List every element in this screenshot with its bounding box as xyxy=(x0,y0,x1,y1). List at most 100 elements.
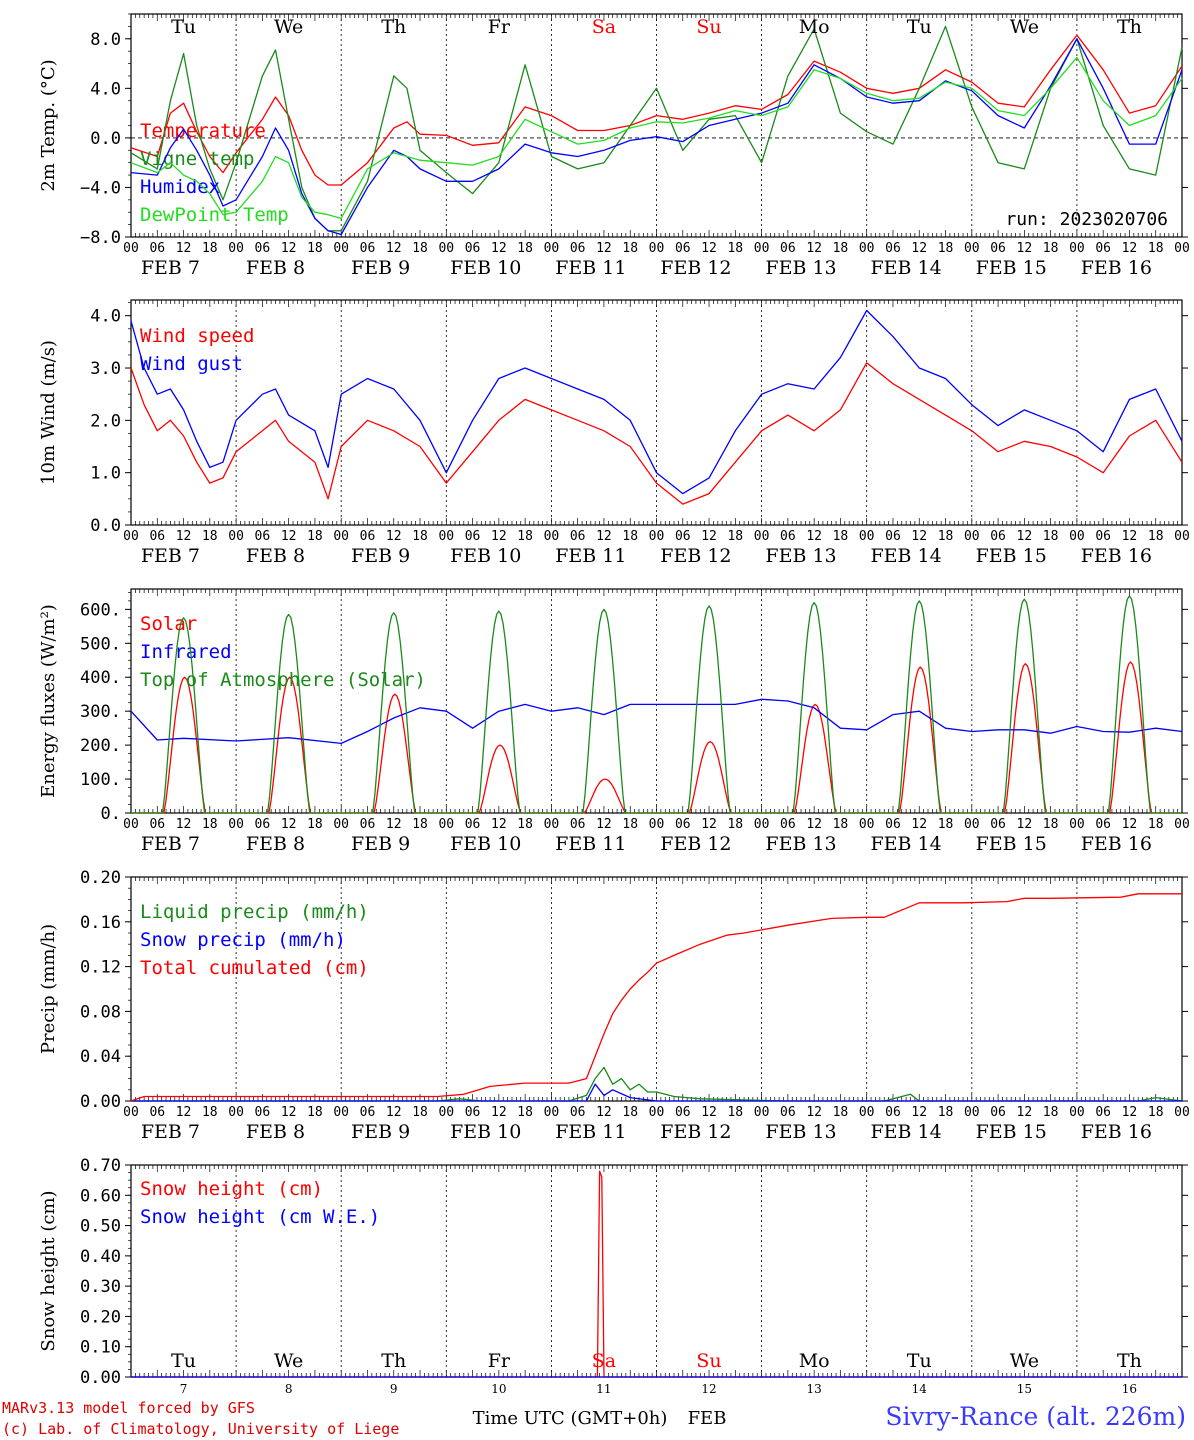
hour-tick-label: 18 xyxy=(517,1105,533,1120)
hour-tick-label: 18 xyxy=(1148,817,1164,832)
hour-tick-label: 18 xyxy=(622,529,638,544)
hour-tick-label: 12 xyxy=(386,241,402,256)
hour-tick-label: 12 xyxy=(701,241,717,256)
hour-tick-label: 18 xyxy=(833,241,849,256)
date-label: FEB 15 xyxy=(976,545,1047,567)
y-tick-label: 4.0 xyxy=(90,307,121,327)
hour-tick-label: 12 xyxy=(1017,1105,1033,1120)
day-number-label: 13 xyxy=(807,1382,822,1396)
y-tick-label: 0.40 xyxy=(80,1247,121,1267)
series-line-top-of-atmosphere-solar- xyxy=(131,595,1182,814)
legend-entry: Snow height (cm W.E.) xyxy=(140,1206,380,1228)
hour-tick-label: 18 xyxy=(727,817,743,832)
hour-tick-label: 12 xyxy=(491,241,507,256)
hour-tick-label: 06 xyxy=(360,529,376,544)
day-number-label: 11 xyxy=(596,1382,611,1396)
credit-lab: (c) Lab. of Climatology, University of L… xyxy=(2,1420,400,1438)
date-label: FEB 15 xyxy=(976,833,1047,855)
hour-tick-label: 06 xyxy=(675,1105,691,1120)
legend-entry: Top of Atmosphere (Solar) xyxy=(140,669,426,691)
y-tick-label: 100. xyxy=(80,770,121,790)
y-tick-label: 0.16 xyxy=(80,913,121,933)
hour-tick-label: 06 xyxy=(780,529,796,544)
hour-tick-label: 00 xyxy=(544,1105,560,1120)
date-label: FEB 8 xyxy=(246,1121,305,1143)
date-label: FEB 10 xyxy=(450,257,521,279)
y-tick-label: 0.70 xyxy=(80,1156,121,1176)
day-of-week-label: Tu xyxy=(171,16,196,38)
hour-tick-label: 12 xyxy=(701,529,717,544)
hour-tick-label: 12 xyxy=(1017,529,1033,544)
day-of-week-label: Tu xyxy=(171,1350,196,1372)
series-line-humidex xyxy=(130,38,1183,236)
day-of-week-label: Fr xyxy=(488,1350,511,1372)
date-label: FEB 12 xyxy=(660,1121,731,1143)
hour-tick-label: 06 xyxy=(1095,1105,1111,1120)
hour-tick-label: 06 xyxy=(990,1105,1006,1120)
hour-tick-label: 00 xyxy=(228,241,244,256)
hour-tick-label: 06 xyxy=(675,241,691,256)
hour-tick-label: 00 xyxy=(649,529,665,544)
date-label: FEB 12 xyxy=(660,545,731,567)
date-label: FEB 7 xyxy=(141,257,200,279)
y-tick-label: 4.0 xyxy=(90,79,121,99)
hour-tick-label: 18 xyxy=(1148,1105,1164,1120)
hour-tick-label: 12 xyxy=(1017,817,1033,832)
credit-model: MARv3.13 model forced by GFS xyxy=(2,1399,255,1417)
hour-tick-label: 00 xyxy=(859,817,875,832)
hour-tick-label: 06 xyxy=(360,817,376,832)
hour-tick-label: 06 xyxy=(1095,241,1111,256)
hour-tick-label: 00 xyxy=(438,817,454,832)
date-label: FEB 8 xyxy=(246,545,305,567)
hour-tick-label: 06 xyxy=(675,817,691,832)
hour-tick-label: 12 xyxy=(806,1105,822,1120)
hour-tick-label: 18 xyxy=(412,241,428,256)
date-label: FEB 10 xyxy=(450,833,521,855)
day-of-week-label: Th xyxy=(1117,16,1142,38)
hour-tick-label: 00 xyxy=(544,241,560,256)
legend-entry: Infrared xyxy=(140,641,232,663)
hour-tick-label: 00 xyxy=(754,1105,770,1120)
hour-tick-label: 12 xyxy=(281,241,297,256)
hour-tick-label: 12 xyxy=(491,1105,507,1120)
date-label: FEB 11 xyxy=(555,545,626,567)
date-label: FEB 16 xyxy=(1081,257,1152,279)
hour-tick-label: 00 xyxy=(859,1105,875,1120)
hour-tick-label: 18 xyxy=(727,1105,743,1120)
y-axis-title: 10m Wind (m/s) xyxy=(38,340,59,485)
date-label: FEB 16 xyxy=(1081,833,1152,855)
hour-tick-label: 12 xyxy=(176,817,192,832)
day-of-week-label: Tu xyxy=(907,16,932,38)
date-label: FEB 13 xyxy=(765,833,836,855)
day-of-week-label: Fr xyxy=(488,16,511,38)
hour-tick-label: 12 xyxy=(386,1105,402,1120)
hour-tick-label: 00 xyxy=(228,817,244,832)
hour-tick-label: 12 xyxy=(806,241,822,256)
date-label: FEB 13 xyxy=(765,1121,836,1143)
hour-tick-label: 00 xyxy=(1069,529,1085,544)
day-of-week-label: Su xyxy=(696,1350,721,1372)
hour-tick-label: 12 xyxy=(911,1105,927,1120)
y-tick-label: 0.00 xyxy=(80,1092,121,1112)
hour-tick-label: 18 xyxy=(202,1105,218,1120)
date-label: FEB 11 xyxy=(555,1121,626,1143)
hour-tick-label: 18 xyxy=(622,1105,638,1120)
hour-tick-label: 12 xyxy=(386,529,402,544)
hour-tick-label: 18 xyxy=(938,241,954,256)
hour-tick-label: 12 xyxy=(911,529,927,544)
hour-tick-label: 06 xyxy=(149,817,165,832)
hour-tick-label: 06 xyxy=(255,817,271,832)
date-label: FEB 12 xyxy=(660,257,731,279)
hour-tick-label: 12 xyxy=(491,529,507,544)
y-tick-label: 600. xyxy=(80,600,121,620)
hour-tick-label: 12 xyxy=(596,241,612,256)
y-tick-label: 300. xyxy=(80,702,121,722)
hour-tick-label: 06 xyxy=(465,817,481,832)
hour-tick-label: 06 xyxy=(255,241,271,256)
date-label: FEB 8 xyxy=(246,257,305,279)
y-tick-label: 0.12 xyxy=(80,958,121,978)
date-label: FEB 15 xyxy=(976,257,1047,279)
y-tick-label: 1.0 xyxy=(90,464,121,484)
hour-tick-label: 18 xyxy=(202,241,218,256)
